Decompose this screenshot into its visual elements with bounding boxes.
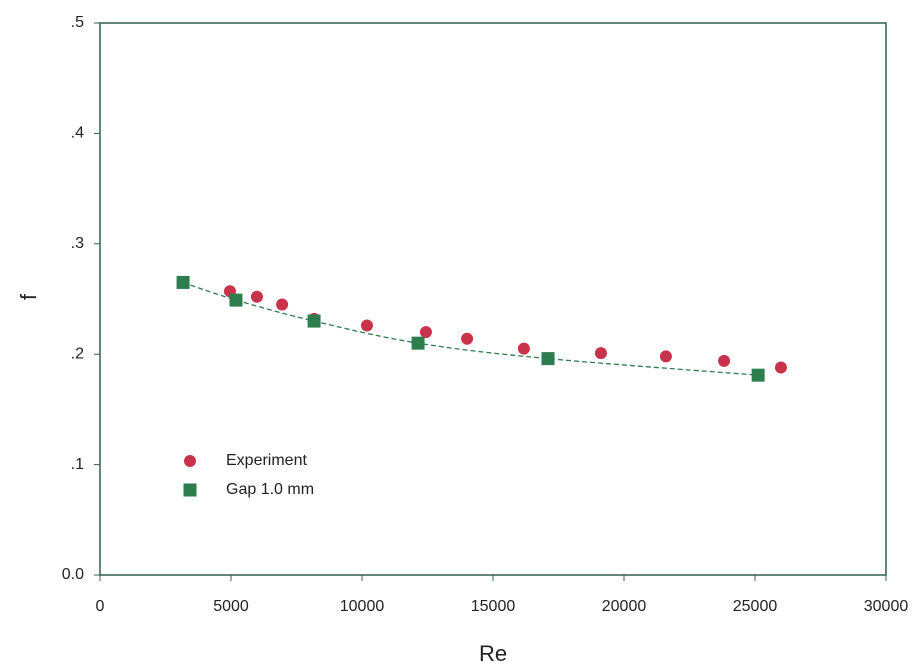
y-tick-label: .3 xyxy=(71,235,84,252)
data-point xyxy=(660,350,672,362)
data-point xyxy=(420,326,432,338)
x-axis-title: Re xyxy=(479,641,507,666)
y-tick-label: .5 xyxy=(71,14,84,31)
x-tick-label: 5000 xyxy=(213,598,249,615)
x-tick-label: 0 xyxy=(96,598,105,615)
plot-frame xyxy=(100,23,886,575)
y-tick-label: 0.0 xyxy=(62,566,84,583)
data-point xyxy=(752,369,765,382)
data-point xyxy=(775,361,787,373)
data-point xyxy=(177,276,190,289)
data-point xyxy=(542,352,555,365)
data-point xyxy=(251,291,263,303)
fit-line xyxy=(183,282,758,375)
x-tick-label: 20000 xyxy=(602,598,647,615)
legend-marker xyxy=(184,455,196,467)
y-tick-label: .4 xyxy=(71,125,84,142)
x-tick-label: 25000 xyxy=(733,598,778,615)
y-axis-title: f xyxy=(16,293,41,300)
y-tick-label: .1 xyxy=(71,456,84,473)
chart: Re f 0 5000 10000 15000 20000 25000 30000 0.0 .1… xyxy=(0,0,917,668)
data-point xyxy=(595,347,607,359)
x-tick-label: 30000 xyxy=(864,598,909,615)
data-point xyxy=(308,315,321,328)
y-tick-label: .2 xyxy=(71,345,84,362)
data-point xyxy=(361,319,373,331)
data-point xyxy=(229,294,242,307)
data-point xyxy=(412,337,425,350)
x-tick-label: 15000 xyxy=(471,598,516,615)
data-point xyxy=(276,299,288,311)
data-point xyxy=(461,333,473,345)
x-tick-label: 10000 xyxy=(340,598,385,615)
legend-marker xyxy=(184,484,197,497)
legend-label: Experiment xyxy=(226,452,307,469)
data-point xyxy=(718,355,730,367)
data-point xyxy=(518,343,530,355)
legend-label: Gap 1.0 mm xyxy=(226,481,314,498)
